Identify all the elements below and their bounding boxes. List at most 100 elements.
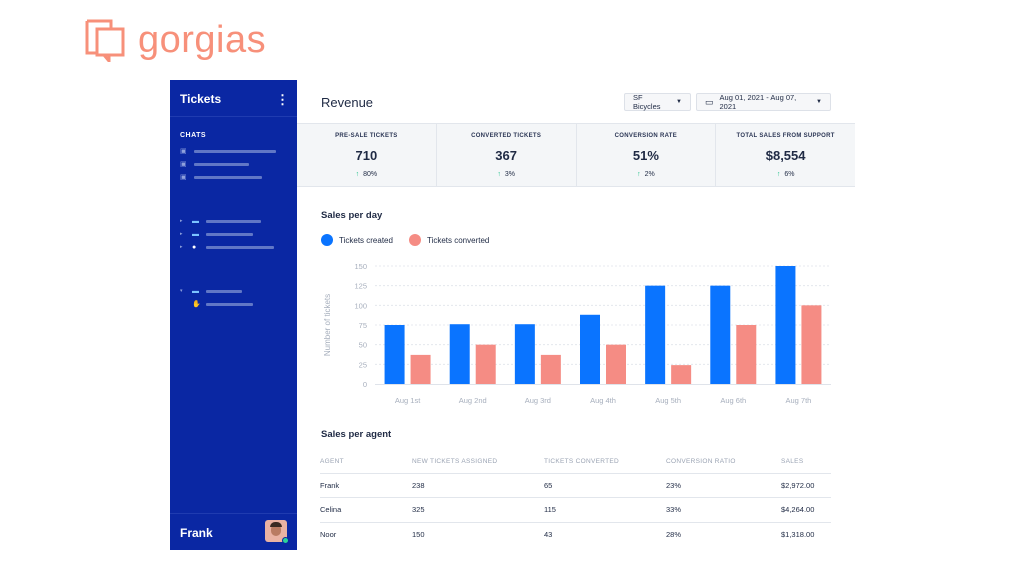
sales-per-agent-table: AGENT NEW TICKETS ASSIGNED TICKETS CONVE… xyxy=(320,451,831,547)
cell-converted: 65 xyxy=(544,473,666,498)
kpi-value: 710 xyxy=(355,148,378,163)
kpi-strip: PRE-SALE TICKETS 710 ↑ 80% CONVERTED TICKET… xyxy=(297,123,855,187)
kpi-label: CONVERTED TICKETS xyxy=(471,133,542,139)
sidebar: Tickets ⋮ CHATS ▣ ▣ ▣ ▸ ▬ ▸ ▬ ▸ ● ▾ ▬ ✋ Fran… xyxy=(170,80,297,550)
y-tick-label: 75 xyxy=(359,321,367,330)
logo-wordmark: gorgias xyxy=(138,19,267,61)
kpi-change-value: 3% xyxy=(504,171,515,178)
kpi-card: PRE-SALE TICKETS 710 ↑ 80% xyxy=(297,124,437,186)
kpi-card: CONVERTED TICKETS 367 ↑ 3% xyxy=(437,124,577,186)
y-tick-label: 100 xyxy=(354,301,367,310)
store-select-value: SF Bicycles xyxy=(633,93,661,111)
kpi-change: ↑ 3% xyxy=(437,171,576,178)
column-header: AGENT xyxy=(320,451,412,474)
cell-assigned: 150 xyxy=(412,530,425,539)
sidebar-item-chat[interactable]: ▣ xyxy=(180,159,249,169)
section-label: CHATS xyxy=(180,132,207,139)
x-tick-label: Aug 6th xyxy=(720,396,746,405)
kpi-label: TOTAL SALES FROM SUPPORT xyxy=(736,133,835,139)
table-row: Celina 325 115 33% $4,264.00 xyxy=(320,497,831,523)
column-header: NEW TICKETS ASSIGNED xyxy=(412,451,544,474)
bar-tickets-created xyxy=(580,314,600,384)
cell-sales: $4,264.00 xyxy=(781,497,831,523)
kpi-change-value: 2% xyxy=(644,171,655,178)
lightbulb-icon: ● xyxy=(192,243,197,251)
y-tick-label: 125 xyxy=(354,282,367,291)
kpi-change: ↑ 6% xyxy=(716,171,855,178)
cell-ratio: 28% xyxy=(666,530,682,539)
kpi-change-value: 6% xyxy=(784,171,795,178)
bar-tickets-converted xyxy=(475,344,496,384)
cell-sales: $1,318.00 xyxy=(781,530,815,539)
bar-tickets-created xyxy=(384,325,405,384)
sidebar-item-view[interactable]: ▸ ● xyxy=(180,242,274,252)
inbox-emoji-icon: ▬ xyxy=(192,230,199,238)
divider xyxy=(170,116,297,117)
avatar[interactable] xyxy=(265,520,287,542)
kpi-change: ↑ 80% xyxy=(297,171,436,178)
y-tick-label: 25 xyxy=(359,360,367,369)
x-tick-label: Aug 1st xyxy=(395,396,421,405)
cell-agent: Frank xyxy=(320,473,412,498)
hand-icon: ✋ xyxy=(192,301,201,308)
column-header: SALES xyxy=(781,451,831,474)
sidebar-item-view[interactable]: ✋ xyxy=(180,299,253,309)
bar-tickets-created xyxy=(775,266,796,384)
cell-sales: $2,972.00 xyxy=(781,473,831,498)
chat-icon: ▣ xyxy=(180,148,187,155)
bar-tickets-created xyxy=(710,285,731,384)
chevron-down-icon: ▼ xyxy=(676,99,682,105)
placeholder-bar xyxy=(194,149,276,153)
divider xyxy=(170,513,297,514)
chart-legend: Tickets created Tickets converted xyxy=(321,234,489,246)
sidebar-item-chat[interactable]: ▣ xyxy=(180,146,276,156)
kpi-label: CONVERSION RATE xyxy=(614,133,678,139)
cell-agent: Celina xyxy=(320,497,412,523)
arrow-up-icon: ↑ xyxy=(637,171,641,178)
legend-swatch-converted xyxy=(408,234,421,246)
cell-converted: 43 xyxy=(544,530,553,539)
kpi-card: TOTAL SALES FROM SUPPORT $8,554 ↑ 6% xyxy=(716,124,855,186)
chevron-down-icon: ▼ xyxy=(816,99,822,105)
cell-agent: Noor xyxy=(320,530,337,539)
caret-icon: ▸ xyxy=(180,231,183,237)
caret-icon: ▸ xyxy=(180,218,183,224)
table-title: Sales per agent xyxy=(321,429,392,440)
kpi-value: $8,554 xyxy=(765,148,806,163)
caret-icon: ▾ xyxy=(180,288,183,294)
placeholder-bar xyxy=(206,219,261,223)
placeholder-bar xyxy=(206,232,253,236)
kebab-icon[interactable]: ⋮ xyxy=(276,92,289,107)
cell-assigned: 325 xyxy=(412,497,544,523)
sidebar-title: Tickets xyxy=(180,92,222,106)
calendar-icon: ▭ xyxy=(705,96,714,107)
sidebar-item-view[interactable]: ▾ ▬ xyxy=(180,286,242,296)
cell-ratio: 23% xyxy=(666,473,781,498)
placeholder-bar xyxy=(194,162,249,166)
arrow-up-icon: ↑ xyxy=(355,171,360,178)
page-title: Revenue xyxy=(321,95,374,110)
arrow-up-icon: ↑ xyxy=(497,171,501,178)
bar-tickets-created xyxy=(645,285,666,384)
cell-ratio: 33% xyxy=(666,497,781,523)
logo-icon xyxy=(85,19,125,62)
gorgias-logo: gorgias xyxy=(84,18,266,62)
inbox-emoji-icon: ▬ xyxy=(192,217,199,225)
date-range-value: Aug 01, 2021 - Aug 07, 2021 xyxy=(719,93,797,111)
inbox-emoji-icon: ▬ xyxy=(192,287,199,295)
x-tick-label: Aug 7th xyxy=(785,396,811,405)
caret-icon: ▸ xyxy=(180,244,183,250)
sidebar-item-view[interactable]: ▸ ▬ xyxy=(180,216,261,226)
date-range-picker[interactable]: ▭ Aug 01, 2021 - Aug 07, 2021 ▼ xyxy=(696,93,831,111)
x-tick-label: Aug 3rd xyxy=(525,396,551,405)
placeholder-bar xyxy=(206,302,253,306)
kpi-label: PRE-SALE TICKETS xyxy=(335,133,398,139)
column-header: TICKETS CONVERTED xyxy=(544,451,666,474)
kpi-change: ↑ 2% xyxy=(577,171,716,178)
sidebar-item-view[interactable]: ▸ ▬ xyxy=(180,229,253,239)
bar-tickets-created xyxy=(514,324,535,384)
sidebar-item-chat[interactable]: ▣ xyxy=(180,172,262,182)
y-tick-label: 50 xyxy=(359,341,367,350)
store-select[interactable]: SF Bicycles ▼ xyxy=(624,93,691,111)
chat-icon: ▣ xyxy=(180,161,187,168)
